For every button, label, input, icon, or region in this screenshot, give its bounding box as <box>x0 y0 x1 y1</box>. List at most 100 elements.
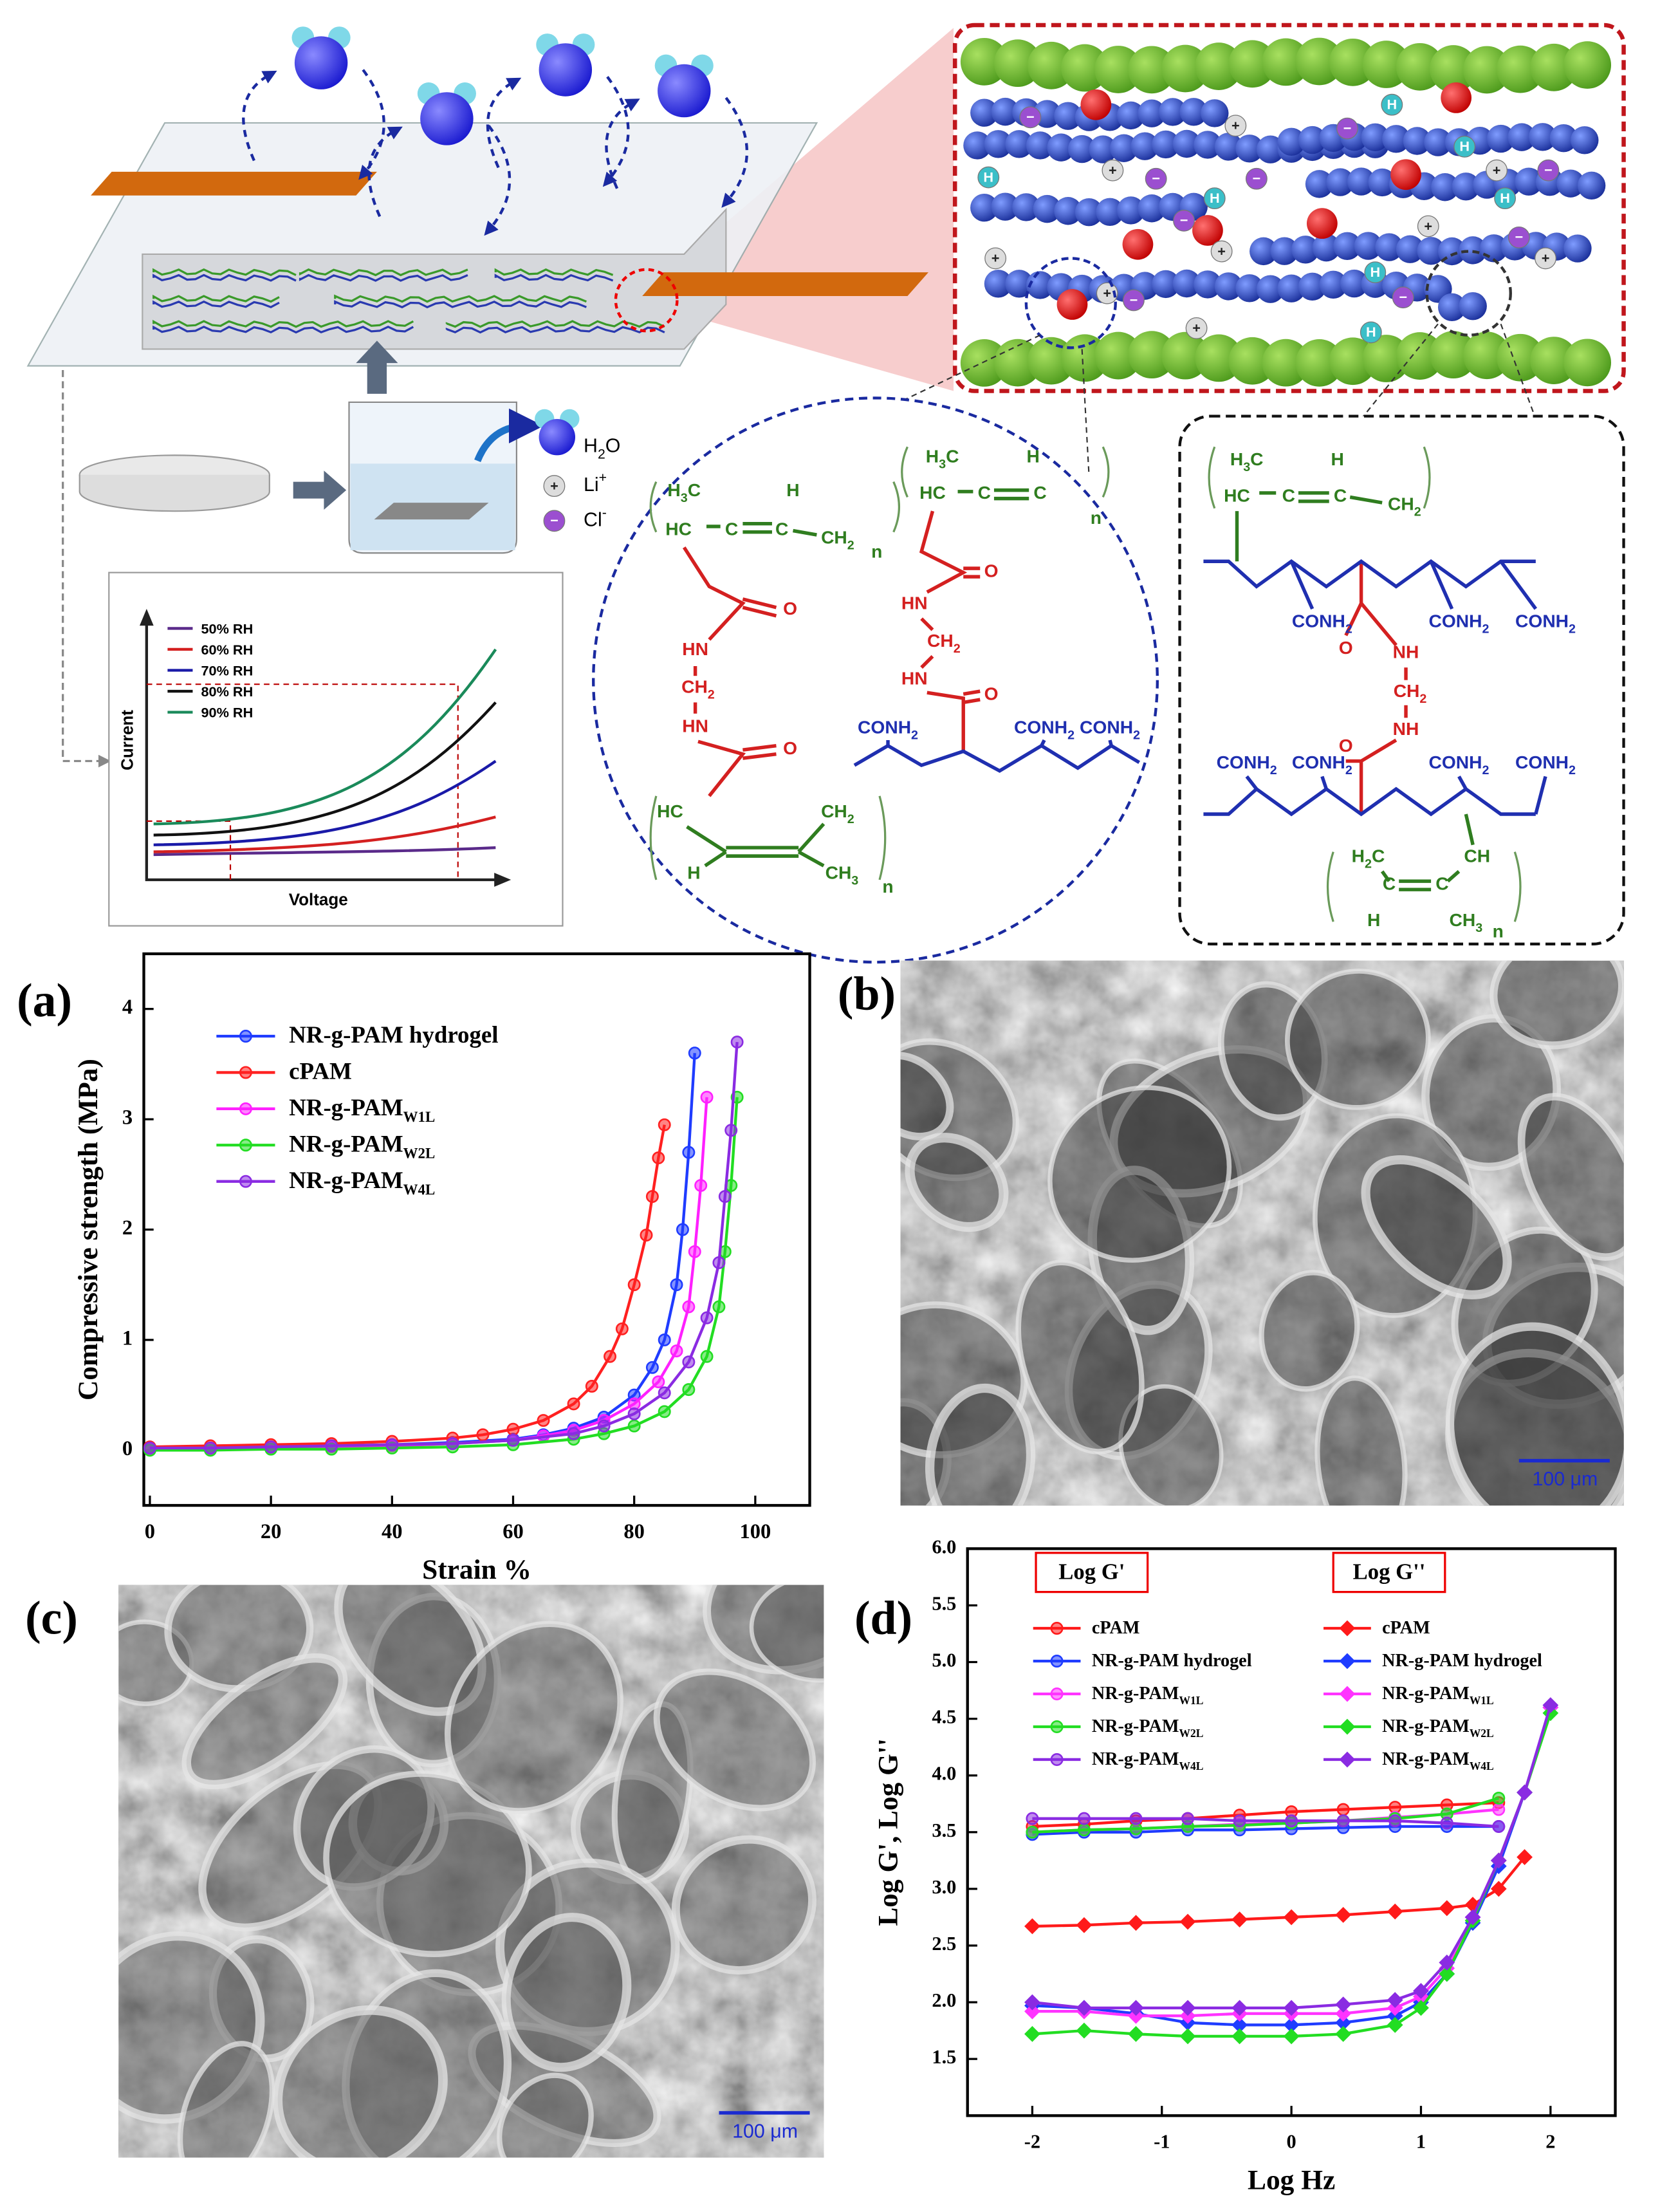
x-tick-label: -2 <box>1024 2131 1040 2153</box>
marker <box>239 1139 252 1152</box>
glyph: 2 <box>847 539 854 553</box>
curve <box>153 815 496 853</box>
marker <box>682 1355 696 1369</box>
bead <box>1486 124 1515 153</box>
marker <box>1413 1983 1429 1999</box>
glyph: N <box>696 716 708 736</box>
curve <box>153 701 497 837</box>
glyph: C <box>821 527 834 548</box>
glyph: H <box>1027 446 1040 467</box>
atom-label: NH <box>1393 718 1419 739</box>
marker <box>585 1379 598 1393</box>
marker <box>700 1311 714 1324</box>
marker <box>627 1419 641 1433</box>
atom-label: CONH2 <box>1429 611 1489 637</box>
legend-subscript: W1L <box>1179 1694 1204 1707</box>
glyph: C <box>1217 752 1230 772</box>
legend-name: cPAM <box>1092 1619 1140 1639</box>
marker <box>1026 1812 1039 1825</box>
pore <box>1015 1259 1145 1455</box>
legend-label: NR-g-PAMW2L <box>1382 1717 1494 1740</box>
scale-label: 100 μm <box>1532 1469 1598 1490</box>
marker <box>658 1405 671 1418</box>
bead <box>1437 293 1466 322</box>
x-axis-label: Voltage <box>289 889 348 909</box>
atom-label: CONH2 <box>1080 717 1140 743</box>
marker <box>1387 2016 1403 2033</box>
glyph: 2 <box>1345 622 1352 637</box>
bead <box>1096 198 1124 227</box>
ion-symbol: − <box>1343 120 1352 136</box>
atom-label: H2C <box>1352 846 1385 871</box>
marker <box>1492 1820 1506 1833</box>
bead <box>1347 167 1376 196</box>
connector <box>62 370 111 768</box>
ion <box>984 247 1007 270</box>
ion <box>1185 317 1208 339</box>
marker <box>1129 1812 1143 1825</box>
bead <box>1354 232 1383 260</box>
glyph: C <box>584 509 598 530</box>
glyph: N <box>1107 717 1120 738</box>
marker <box>658 1118 671 1131</box>
cycle-arrow <box>602 76 630 187</box>
glyph: C <box>688 479 701 500</box>
marker <box>1339 1751 1356 1768</box>
bead <box>1424 128 1452 156</box>
marker <box>239 1175 252 1188</box>
sem-images: 100 μm (b) 100 μm (c) <box>25 960 1624 2158</box>
zoom-circle <box>614 268 679 333</box>
y-tick-label: 2.5 <box>932 1933 956 1955</box>
ion <box>1224 115 1247 137</box>
bead <box>1577 171 1606 200</box>
glyph: N <box>696 639 708 660</box>
glyph: C <box>1080 717 1093 738</box>
x-axis-label: Strain % <box>422 1554 531 1585</box>
glyph: n <box>1091 508 1102 528</box>
marker <box>446 1437 459 1451</box>
marker <box>694 1178 708 1192</box>
curve <box>153 648 497 826</box>
glyph: N <box>1393 642 1406 662</box>
bead <box>1116 101 1145 130</box>
legend-label: Li+ <box>584 470 607 496</box>
bead <box>1005 130 1033 158</box>
legend-label: NR-g-PAMW4L <box>1092 1750 1204 1773</box>
ion <box>1096 282 1118 304</box>
bead <box>1074 198 1103 227</box>
glyph: C <box>1450 910 1462 931</box>
glyph: N <box>1393 718 1406 739</box>
legend-label: 50% RH <box>201 620 253 637</box>
glyph: 3 <box>1475 921 1482 935</box>
pore <box>1489 960 1624 1050</box>
glyph: N <box>914 668 927 689</box>
legend-subscript: W2L <box>1179 1727 1204 1740</box>
bead <box>1179 98 1208 126</box>
glyph: 3 <box>851 874 858 888</box>
glyph: N <box>914 593 927 613</box>
marker <box>1339 1653 1356 1669</box>
glyph: 2 <box>847 812 854 826</box>
bead <box>1128 46 1176 94</box>
glyph: H <box>1224 485 1237 506</box>
chain <box>334 300 587 309</box>
legend-label: NR-g-PAMW4L <box>289 1167 435 1197</box>
pore <box>653 1668 816 1812</box>
marker <box>1339 1718 1356 1735</box>
marker <box>712 1256 726 1269</box>
bead <box>1306 208 1338 239</box>
ion-symbol: − <box>1152 171 1160 187</box>
pore <box>1284 969 1431 1110</box>
marker <box>567 1397 580 1411</box>
atom-label: CH2 <box>1388 494 1421 519</box>
marker <box>1439 1955 1455 1971</box>
cycle-arrow <box>721 97 749 208</box>
bead <box>1515 167 1543 196</box>
legend-name: NR-g-PAM <box>289 1131 403 1157</box>
bead <box>1172 129 1201 158</box>
atom-label: NH <box>1393 642 1419 662</box>
atom-label: n <box>882 876 893 897</box>
chain <box>152 268 297 277</box>
marker <box>682 1146 696 1159</box>
